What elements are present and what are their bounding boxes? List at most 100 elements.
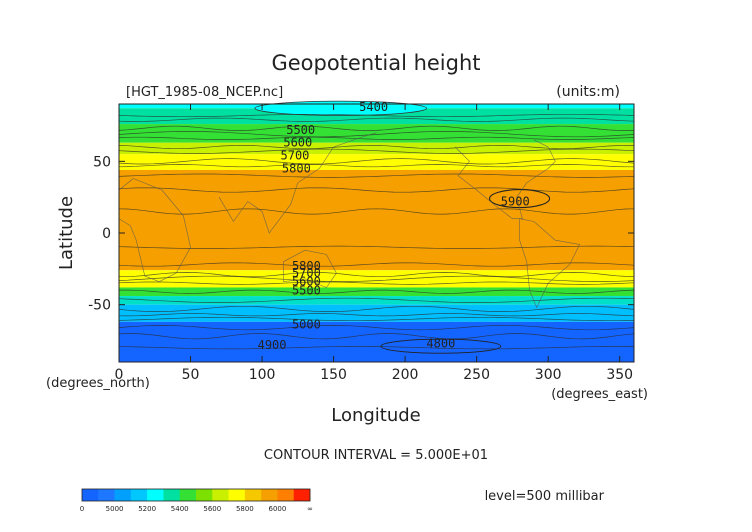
colorbar-swatch <box>212 489 229 501</box>
contour-line <box>118 316 635 322</box>
colorbar-swatch <box>196 489 213 501</box>
contour-label: 5500 <box>286 123 315 137</box>
contour-label: 4900 <box>258 338 287 352</box>
contour-line <box>118 262 635 267</box>
height-band-8 <box>119 296 634 305</box>
x-tick-label: 350 <box>606 367 633 383</box>
x-tick-label: 150 <box>320 367 347 383</box>
colorbar-label: 5400 <box>171 505 189 513</box>
contour-line <box>118 346 635 350</box>
colorbar: 0 5000 5200 5400 5600 5800 6000 ∞ <box>80 488 313 513</box>
x-tick-label: 200 <box>392 367 419 383</box>
contour-line <box>118 117 635 122</box>
contour-line <box>118 313 635 317</box>
colorbar-label: 5800 <box>236 505 254 513</box>
y-axis-label: Latitude <box>56 196 77 270</box>
y-tick-label: 0 <box>102 226 111 242</box>
x-tick-label: 0 <box>115 367 124 383</box>
colorbar-label: 5000 <box>106 505 124 513</box>
contour-line <box>118 136 635 140</box>
level-text: level=500 millibar <box>485 489 605 504</box>
contour-label: 5800 <box>282 162 311 176</box>
contour-label: 5700 <box>281 149 310 163</box>
contour-line <box>118 164 634 168</box>
x-tick-label: 250 <box>463 367 490 383</box>
x-unit-label: (degrees_east) <box>551 387 648 402</box>
contour-label: 5600 <box>292 275 321 289</box>
coastline-3 <box>454 139 556 219</box>
contour-line <box>118 144 635 150</box>
colorbar-swatch <box>244 489 262 501</box>
contour-line <box>118 245 635 249</box>
height-band-4 <box>119 154 634 170</box>
contour-line <box>118 297 635 303</box>
contour-label: 5600 <box>283 136 312 150</box>
x-axis-ticks: 0 50 100 150 200 250 300 350 <box>115 104 633 383</box>
chart-title: Geopotential height <box>271 51 480 75</box>
contour-label: 5900 <box>501 194 530 208</box>
contour-label: 4800 <box>426 336 455 350</box>
y-tick-label: 50 <box>93 154 111 170</box>
units-label: (units:m) <box>556 84 620 100</box>
contour-interval-text: CONTOUR INTERVAL = 5.000E+01 <box>264 448 488 463</box>
colorbar-swatch <box>261 489 278 501</box>
contour-label: 5700 <box>292 266 321 280</box>
colorbar-swatch <box>277 489 295 501</box>
x-tick-label: 50 <box>182 367 200 383</box>
colorbar-label: 0 <box>80 505 84 513</box>
colorbar-swatch <box>130 489 148 501</box>
contour-line <box>118 125 635 131</box>
x-tick-label: 100 <box>249 367 276 383</box>
contour-loop-low <box>380 338 502 354</box>
x-tick-label: 300 <box>535 367 562 383</box>
colorbar-swatch <box>114 489 132 501</box>
contour-label: 5500 <box>292 283 321 297</box>
contour-label: 5400 <box>359 100 388 114</box>
height-band-1 <box>119 108 634 125</box>
y-axis-ticks: 50 0 -50 <box>88 154 634 314</box>
colorbar-frame <box>81 488 311 502</box>
contour-label: 5800 <box>292 259 321 273</box>
contour-line <box>118 148 635 154</box>
height-band-10 <box>119 321 634 362</box>
colorbar-swatch <box>82 489 99 501</box>
height-band-2 <box>119 124 634 143</box>
height-band-7 <box>119 287 634 297</box>
x-axis-label: Longitude <box>331 405 421 426</box>
contour-line <box>118 275 635 282</box>
coastline-2 <box>283 249 337 288</box>
low-height-region <box>254 100 427 116</box>
colorbar-label: 6000 <box>269 505 287 513</box>
colorbar-swatch <box>147 489 164 501</box>
coastline-4 <box>519 218 581 309</box>
contour-line <box>119 289 635 294</box>
contour-line <box>118 325 635 331</box>
colorbar-swatch <box>179 489 197 501</box>
contour-line <box>118 131 635 138</box>
colorbar-swatch <box>163 489 181 501</box>
colorbar-swatch <box>228 489 246 501</box>
contour-line <box>118 187 635 193</box>
colorbar-label: ∞ <box>307 505 313 513</box>
height-band-6 <box>119 270 634 288</box>
colorbar-swatch <box>98 489 115 501</box>
contour-label: 5000 <box>292 318 321 332</box>
height-band-3 <box>119 142 634 155</box>
contour-line <box>118 113 635 118</box>
contour-line <box>119 272 635 278</box>
contour-line <box>118 208 635 215</box>
file-label: [HGT_1985-08_NCEP.nc] <box>126 85 283 100</box>
contour-line <box>118 158 635 165</box>
contour-line <box>118 305 635 312</box>
colorbar-label: 5600 <box>203 505 221 513</box>
y-unit-label: (degrees_north) <box>46 376 150 391</box>
colorbar-swatch <box>293 489 311 501</box>
colorbar-label: 5200 <box>138 505 156 513</box>
map-plot-area: 5400550056005700580059005800570056005500… <box>118 100 635 362</box>
y-tick-label: -50 <box>88 298 111 314</box>
height-band-5 <box>119 169 634 271</box>
contour-line <box>118 173 635 178</box>
contour-line <box>118 333 635 340</box>
coastline-1 <box>218 132 377 234</box>
